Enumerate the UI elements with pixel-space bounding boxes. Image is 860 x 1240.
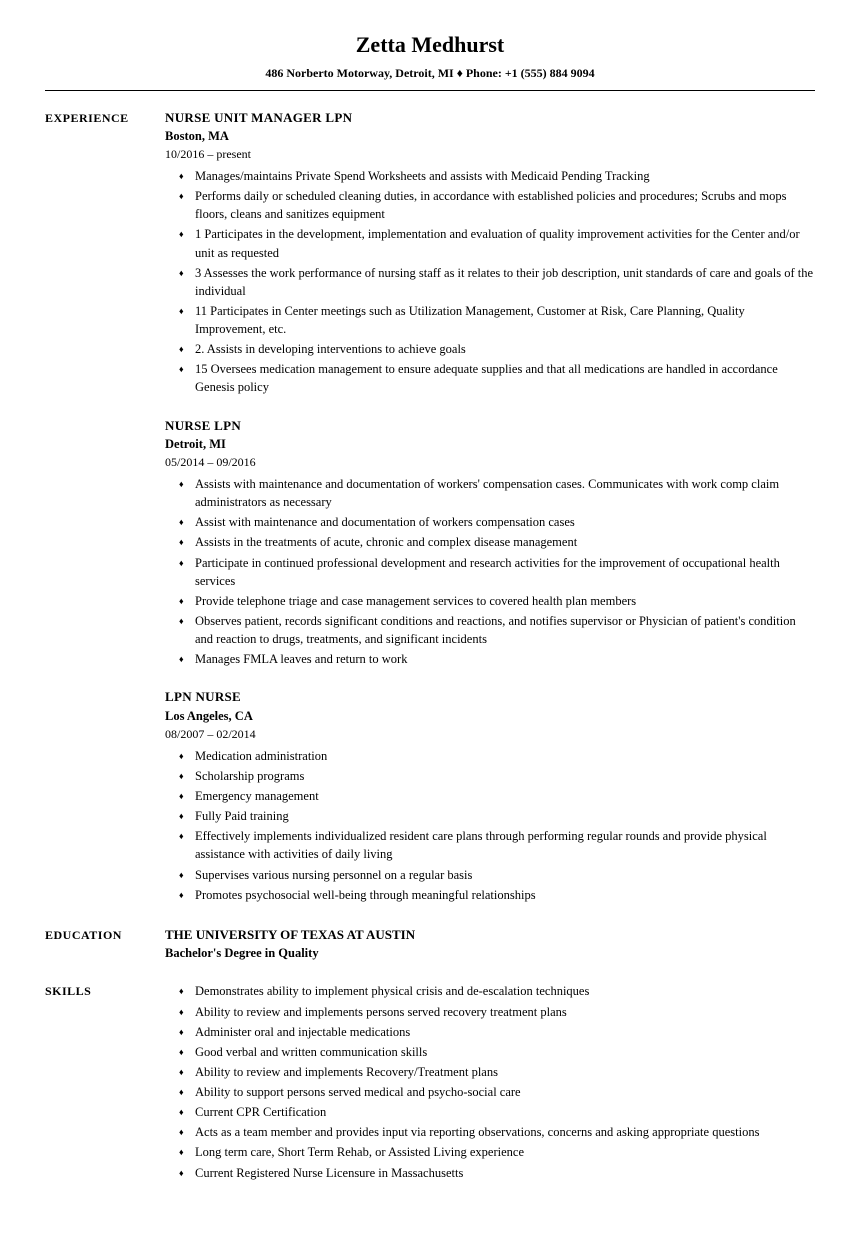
job-bullet: Supervises various nursing personnel on … [183, 866, 815, 884]
job-bullets: Manages/maintains Private Spend Workshee… [165, 167, 815, 397]
job-title: NURSE UNIT MANAGER LPN [165, 109, 815, 127]
job-bullet: Fully Paid training [183, 807, 815, 825]
job-bullet: Observes patient, records significant co… [183, 612, 815, 648]
experience-label: EXPERIENCE [45, 109, 165, 906]
job-bullet: 1 Participates in the development, imple… [183, 225, 815, 261]
skill-item: Ability to review and implements persons… [183, 1003, 815, 1021]
skill-item: Good verbal and written communication sk… [183, 1043, 815, 1061]
experience-section: EXPERIENCE NURSE UNIT MANAGER LPNBoston,… [45, 109, 815, 906]
job-bullet: 3 Assesses the work performance of nursi… [183, 264, 815, 300]
education-school: THE UNIVERSITY OF TEXAS AT AUSTIN [165, 926, 815, 944]
job-bullet: Effectively implements individualized re… [183, 827, 815, 863]
skill-item: Long term care, Short Term Rehab, or Ass… [183, 1143, 815, 1161]
education-degree: Bachelor's Degree in Quality [165, 945, 815, 963]
job-location: Los Angeles, CA [165, 708, 815, 726]
job-bullet: Manages/maintains Private Spend Workshee… [183, 167, 815, 185]
resume-header: Zetta Medhurst 486 Norberto Motorway, De… [45, 30, 815, 82]
job-entry: NURSE LPNDetroit, MI05/2014 – 09/2016 Ass… [165, 417, 815, 669]
skill-item: Ability to support persons served medica… [183, 1083, 815, 1101]
skills-label: SKILLS [45, 982, 165, 1183]
education-body: THE UNIVERSITY OF TEXAS AT AUSTIN Bachel… [165, 926, 815, 963]
job-entry: LPN NURSE Los Angeles, CA08/2007 – 02/201… [165, 688, 815, 903]
skill-item: Current Registered Nurse Licensure in Ma… [183, 1164, 815, 1182]
skill-item: Demonstrates ability to implement physic… [183, 982, 815, 1000]
job-bullet: Manages FMLA leaves and return to work [183, 650, 815, 668]
contact-line: 486 Norberto Motorway, Detroit, MI ♦ Pho… [45, 65, 815, 82]
job-bullet: Emergency management [183, 787, 815, 805]
job-bullet: 11 Participates in Center meetings such … [183, 302, 815, 338]
job-bullet: Assists in the treatments of acute, chro… [183, 533, 815, 551]
job-bullet: Provide telephone triage and case manage… [183, 592, 815, 610]
education-section: EDUCATION THE UNIVERSITY OF TEXAS AT AUS… [45, 926, 815, 963]
header-divider [45, 90, 815, 91]
job-bullet: Performs daily or scheduled cleaning dut… [183, 187, 815, 223]
job-dates: 10/2016 – present [165, 146, 815, 163]
skills-section: SKILLS Demonstrates ability to implement… [45, 982, 815, 1183]
education-label: EDUCATION [45, 926, 165, 963]
skills-body: Demonstrates ability to implement physic… [165, 982, 815, 1183]
job-bullet: 15 Oversees medication management to ens… [183, 360, 815, 396]
skills-list: Demonstrates ability to implement physic… [165, 982, 815, 1181]
skill-item: Administer oral and injectable medicatio… [183, 1023, 815, 1041]
job-bullet: 2. Assists in developing interventions t… [183, 340, 815, 358]
skill-item: Ability to review and implements Recover… [183, 1063, 815, 1081]
experience-body: NURSE UNIT MANAGER LPNBoston, MA10/2016 … [165, 109, 815, 906]
skill-item: Current CPR Certification [183, 1103, 815, 1121]
job-location: Boston, MA [165, 128, 815, 146]
job-bullet: Assists with maintenance and documentati… [183, 475, 815, 511]
job-bullets: Assists with maintenance and documentati… [165, 475, 815, 668]
job-dates: 05/2014 – 09/2016 [165, 454, 815, 471]
skill-item: Acts as a team member and provides input… [183, 1123, 815, 1141]
job-bullets: Medication administration Scholarship pro… [165, 747, 815, 904]
job-bullet: Promotes psychosocial well-being through… [183, 886, 815, 904]
job-bullet: Medication administration [183, 747, 815, 765]
person-name: Zetta Medhurst [45, 30, 815, 61]
job-bullet: Scholarship programs [183, 767, 815, 785]
job-bullet: Participate in continued professional de… [183, 554, 815, 590]
job-location: Detroit, MI [165, 436, 815, 454]
job-title: NURSE LPN [165, 417, 815, 435]
job-dates: 08/2007 – 02/2014 [165, 726, 815, 743]
job-title: LPN NURSE [165, 688, 815, 706]
job-entry: NURSE UNIT MANAGER LPNBoston, MA10/2016 … [165, 109, 815, 397]
job-bullet: Assist with maintenance and documentatio… [183, 513, 815, 531]
